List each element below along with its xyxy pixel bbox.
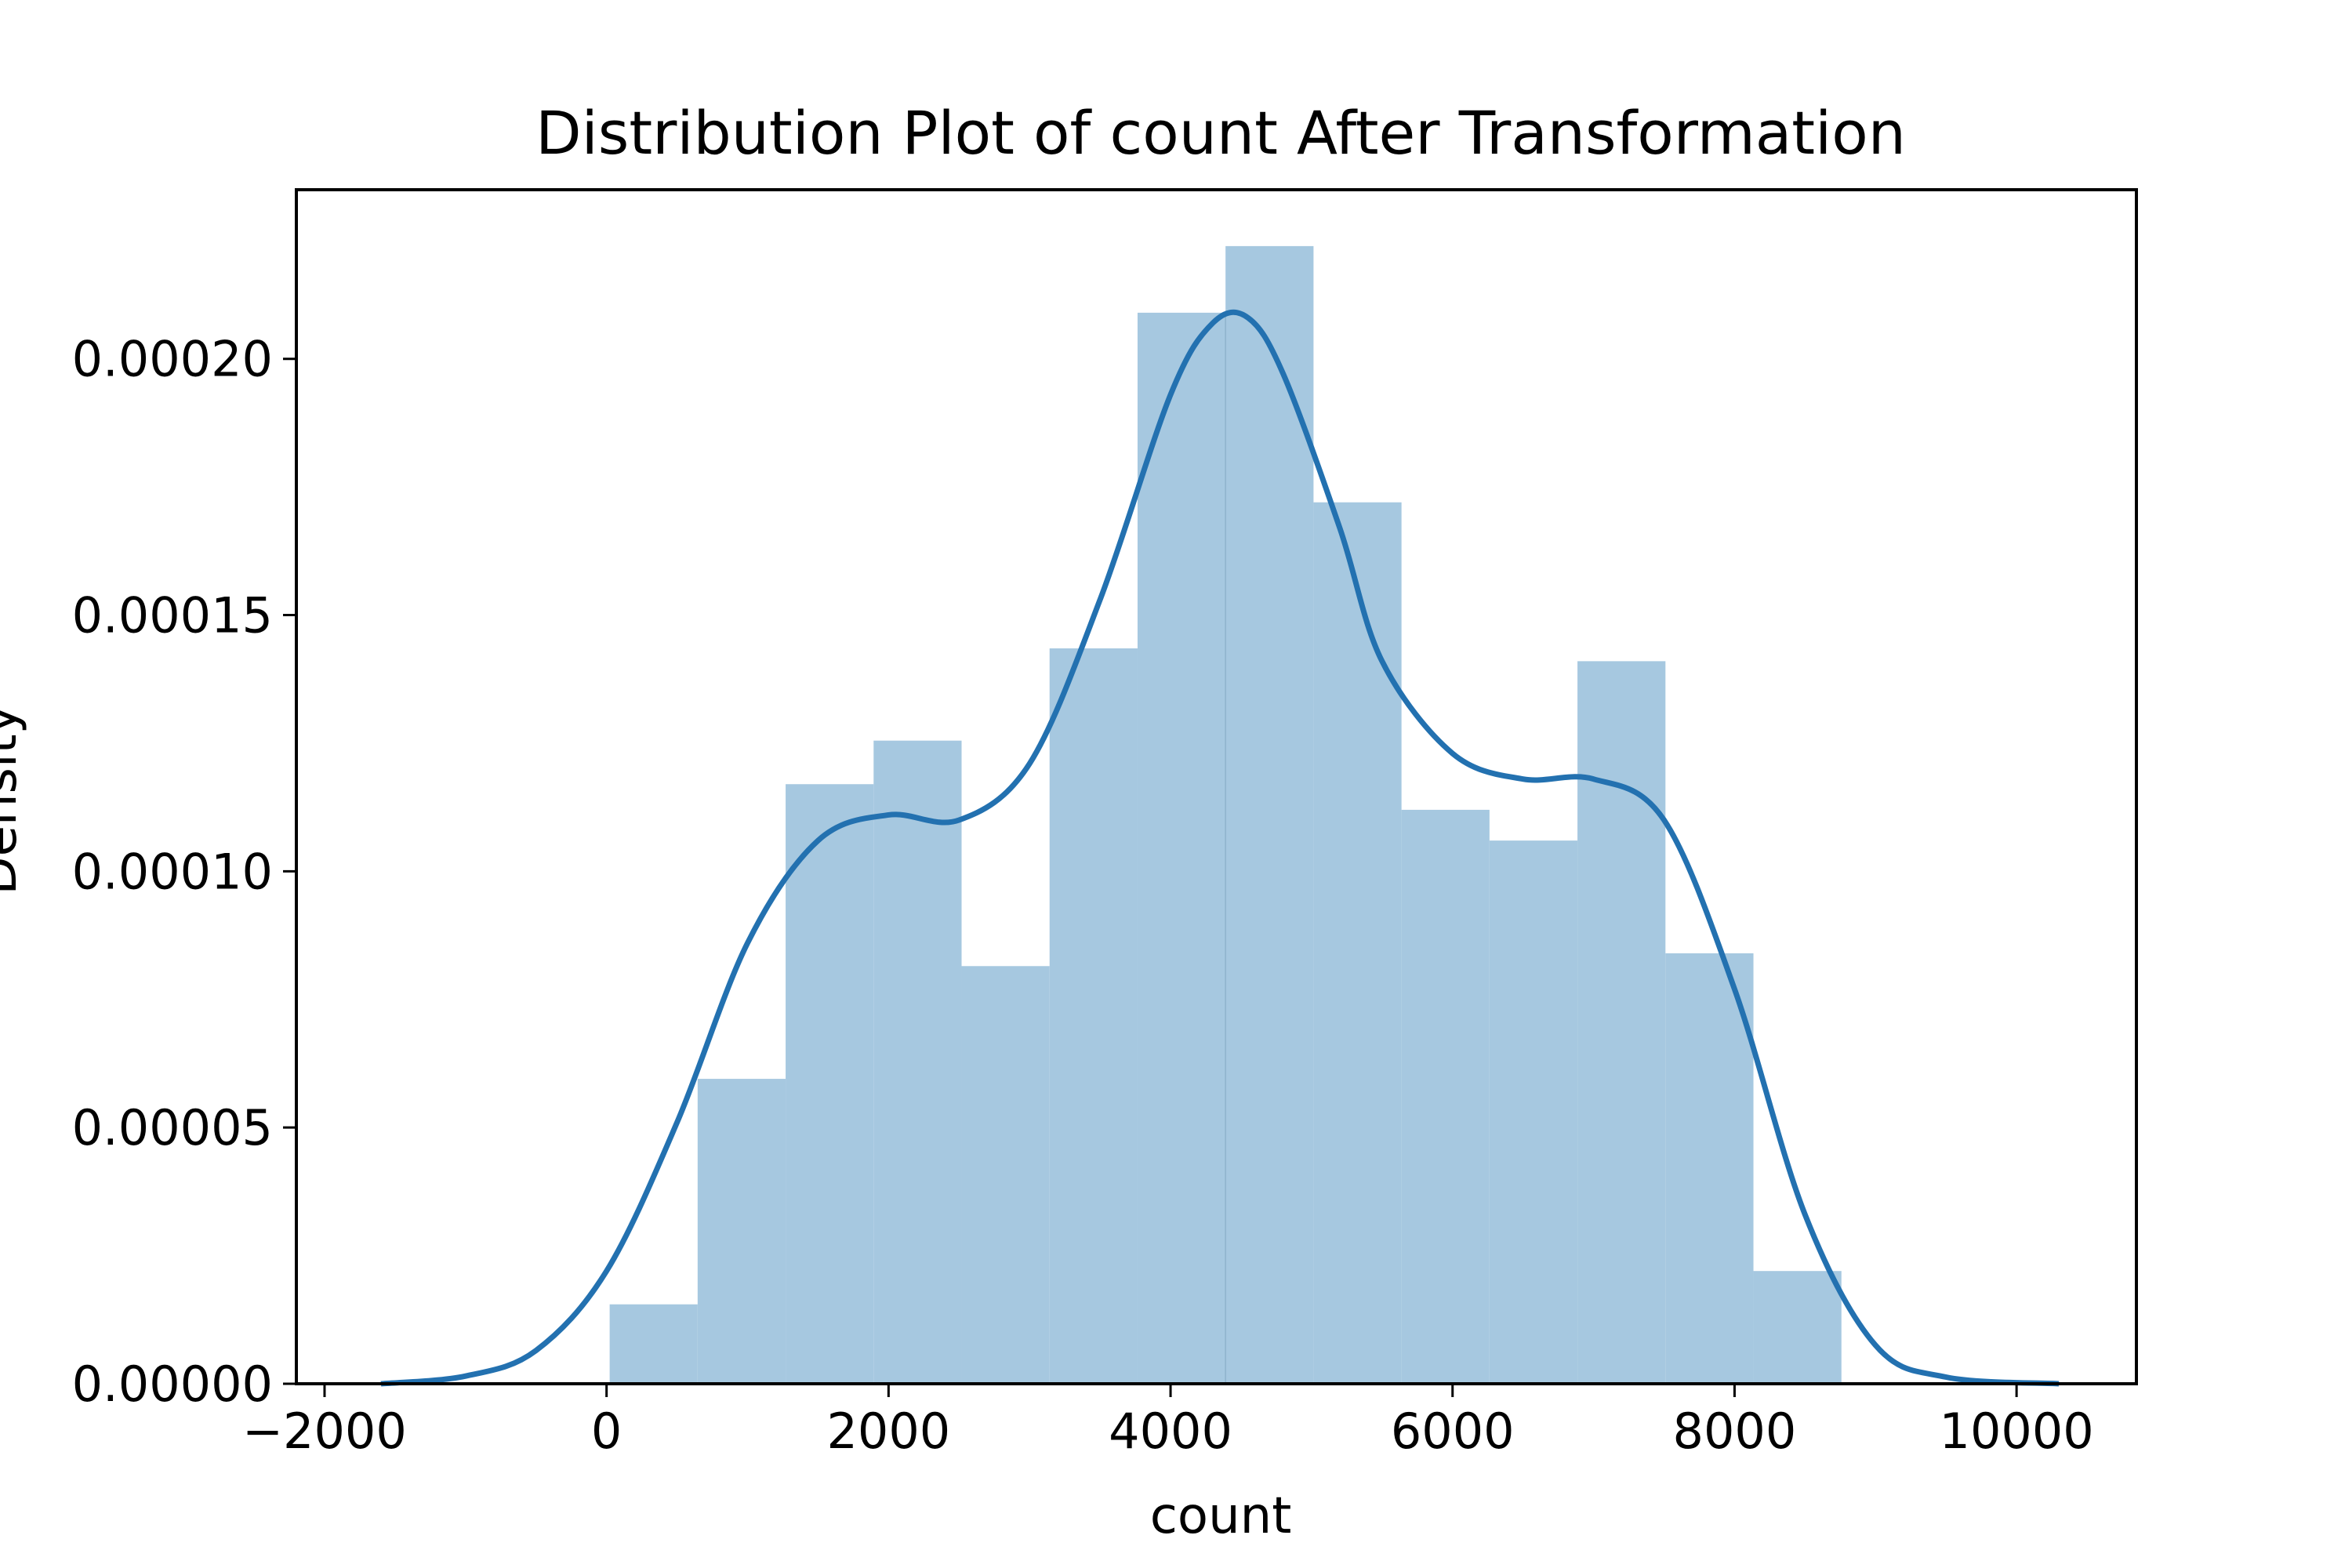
- x-tick-label: 6000: [1391, 1403, 1515, 1460]
- y-tick-label: 0.00020: [72, 331, 273, 388]
- histogram-bar: [1753, 1271, 1842, 1384]
- histogram-bar: [609, 1304, 698, 1384]
- x-tick-label: 8000: [1673, 1403, 1797, 1460]
- y-axis-ticks: 0.00000 0.00005 0.00010 0.00015 0.00020: [72, 331, 296, 1413]
- histogram-bar: [1401, 809, 1490, 1384]
- x-tick-label: 0: [591, 1403, 622, 1460]
- histogram-bar: [1665, 953, 1754, 1384]
- y-axis-label: Density: [0, 704, 28, 895]
- x-axis-ticks: −2000 0 2000 4000 6000 8000 10000: [242, 1384, 2094, 1460]
- histogram-bar: [1313, 502, 1402, 1384]
- kde-line: [380, 309, 2060, 1387]
- y-tick-label: 0.00010: [72, 843, 273, 900]
- histogram-bars: [609, 245, 1842, 1385]
- histogram-bar: [873, 740, 962, 1384]
- x-tick-label: 2000: [826, 1403, 950, 1460]
- histogram-bar: [1225, 245, 1314, 1385]
- plot-frame: [295, 188, 2138, 1385]
- x-tick-label: 4000: [1109, 1403, 1232, 1460]
- histogram-bar: [1489, 840, 1578, 1384]
- kde-curve: [380, 309, 2060, 1387]
- histogram-bar: [1577, 661, 1666, 1384]
- x-tick-label: −2000: [242, 1403, 407, 1460]
- histogram-bar: [1049, 648, 1138, 1384]
- chart-title: Distribution Plot of count After Transfo…: [535, 98, 1906, 168]
- histogram-bar: [1137, 312, 1226, 1385]
- y-tick-label: 0.00000: [72, 1356, 273, 1413]
- histogram-bar: [697, 1079, 786, 1384]
- x-axis-label: count: [1150, 1487, 1292, 1545]
- histogram-bar: [961, 966, 1050, 1384]
- y-tick-label: 0.00005: [72, 1099, 273, 1156]
- histogram-bar: [786, 784, 874, 1384]
- x-tick-label: 10000: [1940, 1403, 2094, 1460]
- y-tick-label: 0.00015: [72, 587, 273, 644]
